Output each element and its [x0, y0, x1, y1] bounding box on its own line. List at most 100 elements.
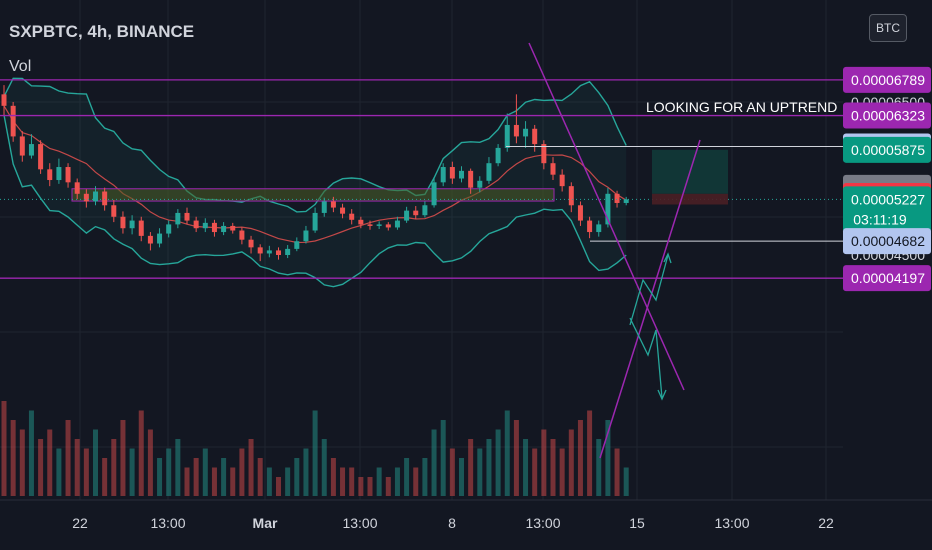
- volume-bar: [358, 477, 364, 496]
- price-label-text: 0.00006323: [851, 108, 925, 124]
- price-label-text: 0.00006789: [851, 72, 925, 88]
- candle-body: [394, 220, 400, 228]
- volume-bar: [93, 429, 98, 496]
- arrow-head: [657, 389, 667, 401]
- volume-bar: [10, 420, 16, 496]
- volume-bar: [504, 410, 510, 496]
- candle-body: [358, 219, 364, 225]
- candle-body: [202, 222, 208, 229]
- price-label-text: 0.00004682: [851, 233, 925, 249]
- candle-body: [166, 224, 172, 234]
- volume-bar: [394, 467, 400, 496]
- volume-bar: [285, 467, 291, 496]
- volume-bar: [74, 439, 80, 496]
- candle-body: [623, 199, 629, 203]
- candle-body: [404, 210, 410, 221]
- volume-bar: [440, 420, 446, 496]
- candle-body: [504, 124, 510, 148]
- volume-bar: [211, 467, 217, 496]
- volume-bar: [303, 448, 309, 496]
- price-label-tag: [843, 102, 931, 129]
- candle-body: [65, 167, 71, 183]
- volume-bar: [83, 448, 89, 496]
- candle-body: [193, 220, 199, 229]
- volume-bar: [577, 420, 583, 496]
- volume-bar: [532, 448, 538, 496]
- volume-bar: [349, 467, 355, 496]
- volume-bar: [202, 448, 208, 496]
- candle-body: [413, 210, 419, 216]
- candle-body: [83, 193, 89, 202]
- volume-label[interactable]: Vol: [9, 58, 32, 75]
- candle-body: [28, 144, 34, 156]
- candle-body: [486, 163, 492, 181]
- volume-bar: [111, 439, 117, 496]
- price-label-text: 0.00005227: [851, 191, 925, 207]
- volume-bar: [266, 467, 272, 496]
- volume-bar: [175, 439, 181, 496]
- volume-bar: [495, 429, 501, 496]
- candle-body: [294, 241, 300, 249]
- price-label-text: 0.00004197: [851, 270, 925, 286]
- volume-bar: [523, 439, 529, 496]
- volume-bar: [257, 458, 263, 496]
- candle-body: [468, 170, 474, 188]
- x-tick-label: 22: [818, 515, 834, 531]
- volume-bar: [19, 429, 25, 496]
- volume-bar: [486, 439, 492, 496]
- candle-body: [330, 201, 336, 208]
- volume-bar: [468, 439, 474, 496]
- candle-body: [614, 193, 620, 203]
- candle-body: [175, 212, 181, 225]
- candle-body: [111, 205, 117, 217]
- candle-body: [184, 212, 190, 221]
- candle-body: [266, 250, 272, 254]
- x-tick-label: 13:00: [150, 515, 185, 531]
- x-tick-label: Mar: [253, 515, 278, 531]
- candle-body: [120, 216, 126, 229]
- volume-bar: [248, 439, 254, 496]
- candle-body: [19, 136, 25, 156]
- moving-average: [3, 105, 627, 244]
- volume-bar: [1, 401, 7, 496]
- volume-bar: [157, 458, 163, 496]
- currency-badge[interactable]: BTC: [869, 14, 907, 42]
- candle-body: [312, 212, 318, 231]
- candle-body: [56, 167, 62, 181]
- candle-body: [285, 248, 291, 255]
- annotation-text: LOOKING FOR AN UPTREND: [646, 99, 837, 115]
- volume-bar: [404, 458, 410, 496]
- volume-bar: [541, 429, 547, 496]
- volume-bar: [276, 477, 281, 496]
- price-label-text: 0.00005875: [851, 142, 925, 158]
- candle-body: [248, 239, 254, 248]
- volume-bar: [65, 420, 71, 496]
- downtrend-line: [528, 42, 685, 391]
- volume-bar: [340, 467, 346, 496]
- volume-bar: [312, 410, 318, 496]
- candle-body: [230, 225, 236, 231]
- volume-bar: [56, 448, 62, 496]
- symbol-title[interactable]: SXPBTC, 4h, BINANCE: [9, 22, 195, 41]
- candle-body: [1, 94, 7, 106]
- candle-body: [221, 225, 227, 233]
- arrow-head: [663, 252, 672, 264]
- candle-body: [211, 222, 217, 233]
- candle-body: [38, 144, 44, 170]
- candle-body: [449, 167, 455, 179]
- volume-bar: [239, 448, 245, 496]
- volume-bar: [38, 439, 44, 496]
- candle-body: [477, 180, 483, 188]
- volume-bar: [449, 448, 455, 496]
- volume-bar: [477, 448, 483, 496]
- volume-bar: [376, 467, 382, 496]
- price-label-tag: [843, 265, 931, 292]
- price-label-tag: [843, 228, 931, 255]
- volume-bar: [294, 458, 300, 496]
- volume-bar: [367, 477, 373, 496]
- candle-body: [532, 128, 538, 145]
- uptrend-line: [599, 139, 701, 459]
- candle-body: [147, 235, 153, 244]
